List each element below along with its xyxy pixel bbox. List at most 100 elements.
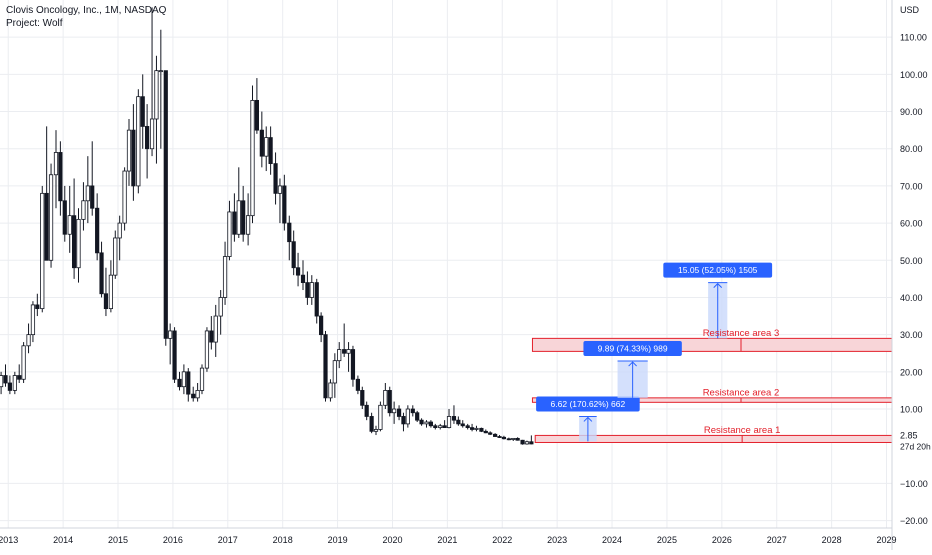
candle: [282, 174, 287, 231]
candle: [515, 437, 520, 441]
candle: [355, 375, 360, 395]
candle-body: [117, 222, 122, 239]
price-range-measure-1[interactable]: 6.62 (170.62%) 662: [536, 396, 640, 442]
x-tick-label: 2028: [822, 535, 842, 545]
y-tick-label: −10.00: [900, 479, 928, 489]
candle: [158, 29, 163, 149]
candle-body: [26, 334, 31, 347]
candle-body: [246, 215, 251, 235]
candle-body: [314, 282, 319, 317]
candle: [469, 423, 475, 432]
candle: [488, 431, 493, 436]
candle: [191, 386, 196, 402]
candle-body: [90, 185, 95, 209]
price-range-measure-3[interactable]: 15.05 (52.05%) 1505: [663, 262, 773, 339]
candle-body: [62, 200, 67, 235]
candle-body: [360, 390, 365, 406]
candle: [387, 386, 392, 417]
candle-body: [387, 390, 392, 414]
candle-body: [222, 256, 228, 298]
candle-body: [131, 129, 136, 187]
x-tick-label: 2016: [163, 535, 183, 545]
candle: [405, 405, 410, 428]
candle-body: [3, 375, 8, 384]
candle: [163, 70, 168, 346]
candle-body: [273, 163, 278, 194]
candle: [378, 401, 383, 432]
candle: [350, 345, 356, 387]
last-price-label: 2.85: [900, 431, 918, 441]
candle: [273, 152, 278, 205]
candle-body: [277, 185, 283, 194]
candle: [246, 193, 251, 246]
candle-body: [410, 408, 415, 414]
candle: [483, 429, 488, 434]
candle-body: [396, 408, 402, 417]
measure-arrow-head: [713, 282, 723, 288]
candle: [524, 440, 530, 445]
candle-body: [103, 293, 109, 310]
candle-body: [154, 70, 159, 120]
x-tick-label: 2018: [273, 535, 293, 545]
candle-body: [287, 222, 292, 243]
x-tick-label: 2024: [602, 535, 622, 545]
candle-body: [30, 304, 36, 336]
candle-body: [501, 436, 507, 440]
candle-body: [355, 378, 360, 391]
candle: [199, 364, 205, 395]
candle-body: [199, 367, 205, 391]
candle: [323, 330, 328, 402]
candle: [506, 437, 511, 441]
candle-body: [415, 412, 420, 421]
y-tick-label: 100.00: [900, 70, 928, 80]
currency-label[interactable]: USD: [900, 5, 920, 15]
candle-body: [35, 304, 40, 310]
candle-body: [323, 334, 328, 399]
candle: [154, 55, 159, 164]
candle: [346, 342, 351, 372]
measure-label: 6.62 (170.62%) 662: [551, 399, 626, 409]
candle-body: [40, 192, 45, 310]
candle-body: [497, 436, 502, 438]
candle: [126, 118, 132, 186]
candle-body: [181, 371, 186, 388]
candle: [236, 167, 241, 238]
candle-body: [21, 345, 26, 380]
candle: [227, 200, 232, 261]
candle: [204, 327, 210, 372]
candle-body: [529, 441, 534, 445]
candle-body: [241, 200, 246, 235]
candle-body: [163, 70, 168, 339]
candle: [72, 178, 77, 279]
candle: [287, 215, 292, 261]
candle-body: [48, 174, 54, 261]
y-tick-label: 40.00: [900, 293, 923, 303]
candle: [511, 437, 516, 441]
x-tick-label: 2015: [108, 535, 128, 545]
candle-body: [319, 315, 324, 336]
y-tick-label: 20.00: [900, 367, 923, 377]
candle: [401, 412, 406, 432]
candle-body: [186, 371, 191, 395]
candle: [300, 260, 306, 291]
candle-body: [309, 282, 314, 298]
candle: [314, 278, 319, 324]
candle: [177, 371, 182, 391]
candle: [369, 412, 374, 434]
candle-body: [140, 96, 145, 127]
candle: [44, 126, 49, 261]
candle-body: [446, 416, 452, 429]
candle: [99, 241, 104, 298]
candle-body: [149, 118, 155, 150]
candle: [305, 271, 310, 305]
measure-label-box: [663, 262, 773, 278]
candle: [419, 418, 424, 426]
resistance-area-label: Resistance area 3: [703, 328, 780, 339]
candle: [209, 316, 214, 350]
price-range-measure-2[interactable]: 9.89 (74.33%) 989: [583, 341, 682, 398]
candle-body: [44, 192, 49, 261]
candle-body: [506, 438, 511, 441]
candle-body: [7, 382, 12, 391]
